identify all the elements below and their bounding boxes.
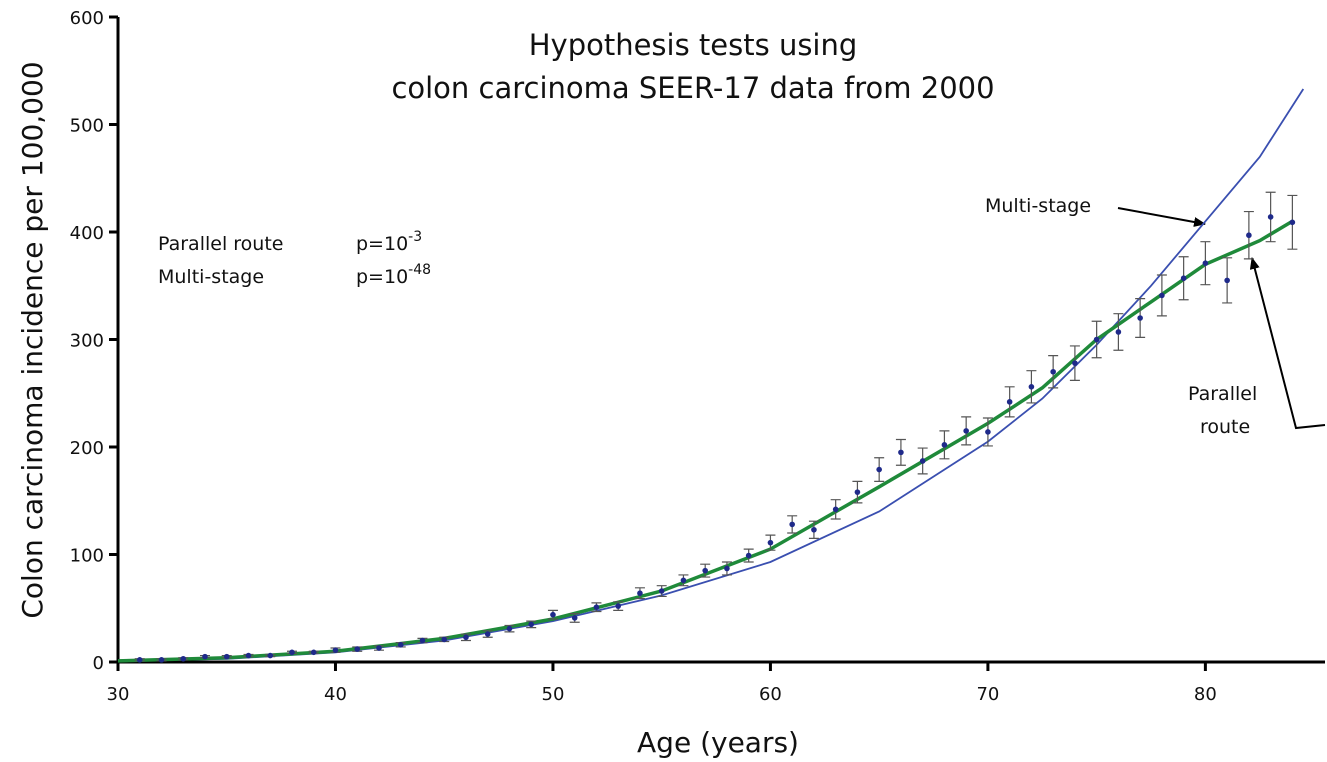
- data-point: [1224, 277, 1230, 284]
- data-point: [1115, 329, 1122, 335]
- data-point: [289, 649, 295, 656]
- stat-label: Multi-stage: [158, 266, 264, 288]
- data-point: [506, 625, 513, 632]
- annotation: route: [1200, 416, 1250, 438]
- fit-line: [117, 88, 1305, 662]
- data-point: [1246, 232, 1252, 239]
- y-axis-label: Colon carcinoma incidence per 100,000: [16, 61, 49, 618]
- data-point: [1093, 336, 1100, 343]
- stat-p: p=10-48: [356, 262, 431, 288]
- y-tick-label: 500: [70, 116, 104, 137]
- data-point: [1180, 275, 1187, 282]
- p-exp: -3: [408, 229, 422, 245]
- data-point: [919, 458, 926, 464]
- chart-title: colon carcinoma SEER-17 data from 2000: [391, 71, 994, 105]
- annotation: Multi-stage: [985, 195, 1091, 217]
- data-point: [1267, 214, 1274, 220]
- data-point: [615, 603, 621, 609]
- y-tick-label: 400: [70, 223, 104, 244]
- data-point: [571, 615, 578, 621]
- data-point: [310, 649, 317, 656]
- annotation: Parallel: [1188, 383, 1257, 405]
- y-tick-label: 0: [93, 653, 104, 674]
- arrow: [1249, 257, 1326, 430]
- data-point: [1159, 292, 1165, 299]
- data-point: [680, 577, 687, 584]
- y-tick-label: 200: [70, 438, 104, 459]
- data-point: [332, 647, 339, 653]
- data-point: [593, 604, 600, 610]
- data-point: [811, 526, 817, 533]
- data-point: [158, 657, 165, 663]
- data-point: [876, 466, 882, 473]
- p-base: p=10: [356, 266, 408, 288]
- x-tick-label: 80: [1194, 684, 1217, 705]
- data-point: [354, 646, 361, 652]
- data-point: [1006, 399, 1013, 405]
- data-point: [985, 429, 991, 435]
- data-point: [223, 653, 230, 660]
- data-point: [397, 642, 404, 648]
- data-point: [724, 565, 730, 572]
- y-tick-label: 300: [70, 331, 104, 352]
- data-point: [637, 590, 643, 596]
- data-point: [854, 489, 861, 495]
- data-point: [267, 652, 274, 659]
- x-tick-label: 40: [324, 684, 347, 705]
- data-point: [136, 657, 143, 663]
- data-point: [1072, 360, 1078, 366]
- data-point: [898, 449, 904, 456]
- data-point: [528, 621, 535, 628]
- data-point: [376, 645, 382, 651]
- arrow: [1117, 207, 1206, 227]
- data-point: [941, 442, 948, 448]
- fit-line: [117, 219, 1294, 663]
- data-point: [180, 655, 187, 662]
- stat-label: Parallel route: [158, 233, 283, 255]
- data-point: [1050, 368, 1056, 375]
- p-base: p=10: [356, 233, 408, 255]
- y-tick-label: 100: [70, 546, 104, 567]
- data-point: [484, 631, 491, 637]
- stat-p: p=10-3: [356, 229, 422, 255]
- y-tick-label: 600: [70, 8, 104, 29]
- data-point: [789, 521, 795, 528]
- data-point: [767, 539, 774, 546]
- data-point: [1202, 260, 1209, 266]
- x-tick-label: 50: [542, 684, 565, 705]
- data-point: [1289, 219, 1296, 226]
- x-tick-label: 70: [976, 684, 999, 705]
- x-tick-label: 30: [107, 684, 130, 705]
- chart-title: Hypothesis tests using: [529, 28, 858, 62]
- data-point: [1137, 315, 1143, 321]
- data-point: [419, 637, 426, 644]
- data-point: [550, 611, 556, 618]
- data-point: [245, 652, 252, 659]
- data-point: [463, 634, 469, 641]
- data-point: [441, 636, 448, 643]
- data-point: [745, 552, 752, 559]
- data-point: [963, 428, 969, 434]
- data-point: [202, 653, 208, 660]
- data-point: [1028, 384, 1035, 390]
- p-exp: -48: [408, 262, 431, 278]
- x-axis-label: Age (years): [637, 726, 799, 759]
- data-point: [658, 588, 665, 594]
- data-point: [702, 567, 708, 574]
- data-point: [832, 506, 839, 513]
- x-tick-label: 60: [759, 684, 782, 705]
